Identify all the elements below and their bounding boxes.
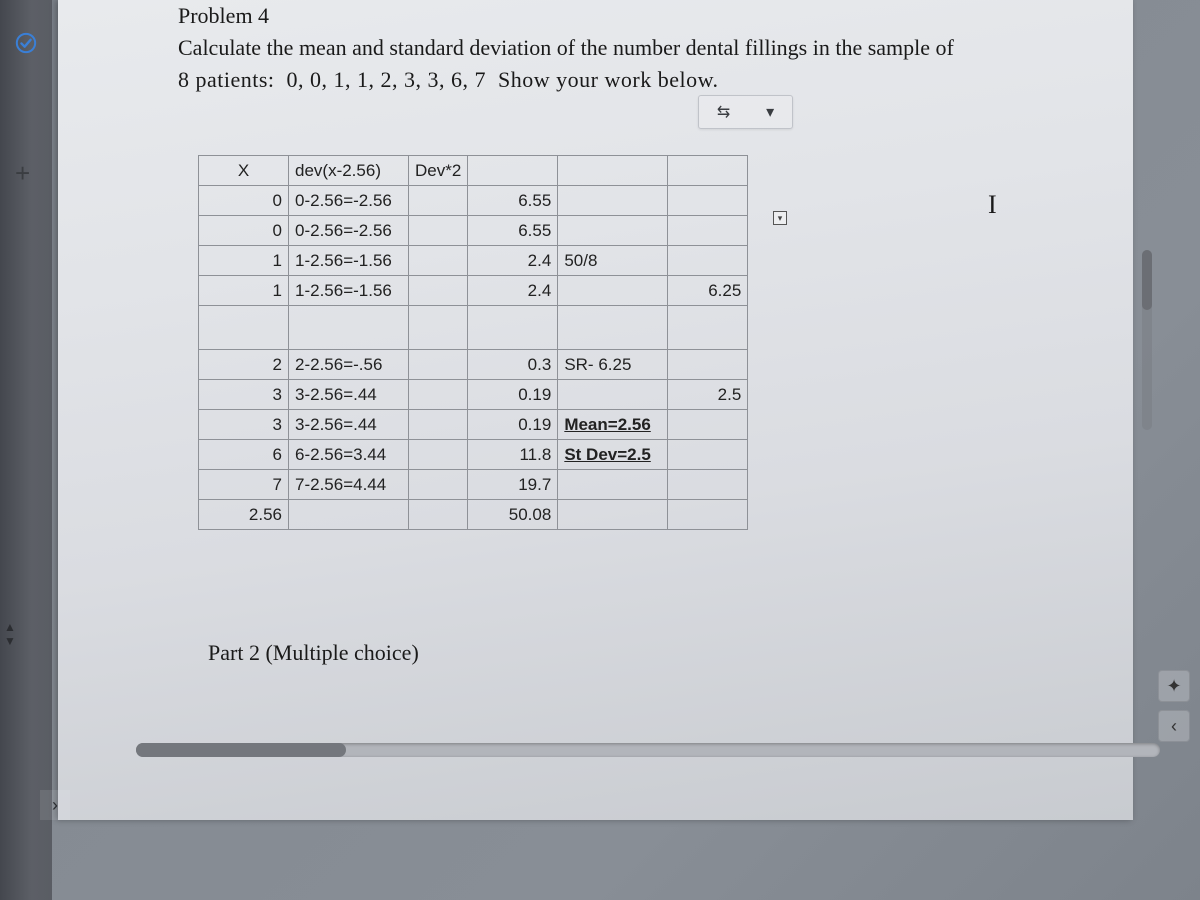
part2-heading: Part 2 (Multiple choice) <box>208 640 419 666</box>
checkmark-icon[interactable] <box>15 32 37 60</box>
problem-prefix: 8 patients: <box>178 67 275 92</box>
chevron-down-icon[interactable]: ▾ <box>766 102 774 122</box>
problem-title: Problem 4 <box>178 0 1078 32</box>
scrollbar-thumb[interactable] <box>1142 250 1152 310</box>
table-row[interactable]: 3 3-2.56=.44 0.19 Mean=2.56 <box>199 410 748 440</box>
sum-x[interactable]: 2.56 <box>199 500 289 530</box>
chevron-left-icon[interactable]: ‹ <box>1158 710 1190 742</box>
problem-line1: Calculate the mean and standard deviatio… <box>178 32 1078 64</box>
text-cursor-icon: I <box>988 190 997 220</box>
table-gap-row[interactable] <box>199 306 748 350</box>
sum-dev2[interactable]: 50.08 <box>468 500 558 530</box>
mean-result[interactable]: Mean=2.56 <box>558 410 668 440</box>
table-header-row: X dev(x-2.56) Dev*2 <box>199 156 748 186</box>
document-page: Problem 4 Calculate the mean and standar… <box>58 0 1133 820</box>
table-row[interactable]: 2 2-2.56=-.56 0.3 SR- 6.25 <box>199 350 748 380</box>
col-extra <box>668 156 748 186</box>
table-footer-row[interactable]: 2.56 50.08 <box>199 500 748 530</box>
col-blank1 <box>468 156 558 186</box>
table-row[interactable]: 1 1-2.56=-1.56 2.4 6.25 <box>199 276 748 306</box>
sparkle-icon[interactable]: ✦ <box>1158 670 1190 702</box>
arrow-down-icon[interactable]: ▼ <box>4 634 22 648</box>
scrollbar-thumb[interactable] <box>136 743 346 757</box>
problem-dataline: 8 patients: 0, 0, 1, 1, 2, 3, 3, 6, 7 Sh… <box>178 64 1078 96</box>
table-row[interactable]: 3 3-2.56=.44 0.19 2.5 <box>199 380 748 410</box>
problem-suffix: Show your work below. <box>498 67 719 92</box>
table-row[interactable]: 0 0-2.56=-2.56 6.55 <box>199 216 748 246</box>
problem-header: Problem 4 Calculate the mean and standar… <box>178 0 1078 96</box>
table-row[interactable]: 6 6-2.56=3.44 11.8 St Dev=2.5 <box>199 440 748 470</box>
add-icon[interactable]: + <box>15 158 30 189</box>
table-row[interactable]: 7 7-2.56=4.44 19.7 <box>199 470 748 500</box>
vertical-scrollbar[interactable] <box>1142 250 1152 430</box>
calc-table[interactable]: X dev(x-2.56) Dev*2 0 0-2.56=-2.56 6.55 … <box>198 155 748 530</box>
page-up-down-arrows[interactable]: ▲ ▼ <box>4 620 22 680</box>
col-dev-header: dev(x-2.56) <box>289 156 409 186</box>
link-icon[interactable]: ⇆ <box>717 102 730 122</box>
table-row[interactable]: 0 0-2.56=-2.56 6.55 <box>199 186 748 216</box>
arrow-up-icon[interactable]: ▲ <box>4 620 22 634</box>
left-gutter: + <box>0 0 52 900</box>
next-page-chevron[interactable]: › <box>40 790 70 820</box>
stdev-result[interactable]: St Dev=2.5 <box>558 440 668 470</box>
col-dev2-header: Dev*2 <box>409 156 468 186</box>
cell-dropdown-icon[interactable]: ▾ <box>773 211 787 225</box>
object-toolbar[interactable]: ⇆ ▾ <box>698 95 793 129</box>
table-row[interactable]: 1 1-2.56=-1.56 2.4 50/8 <box>199 246 748 276</box>
right-nav: ✦ ‹ <box>1154 670 1194 790</box>
problem-values: 0, 0, 1, 1, 2, 3, 3, 6, 7 <box>281 67 493 92</box>
col-note <box>558 156 668 186</box>
horizontal-scrollbar[interactable] <box>136 743 1160 757</box>
col-x-header: X <box>199 156 289 186</box>
